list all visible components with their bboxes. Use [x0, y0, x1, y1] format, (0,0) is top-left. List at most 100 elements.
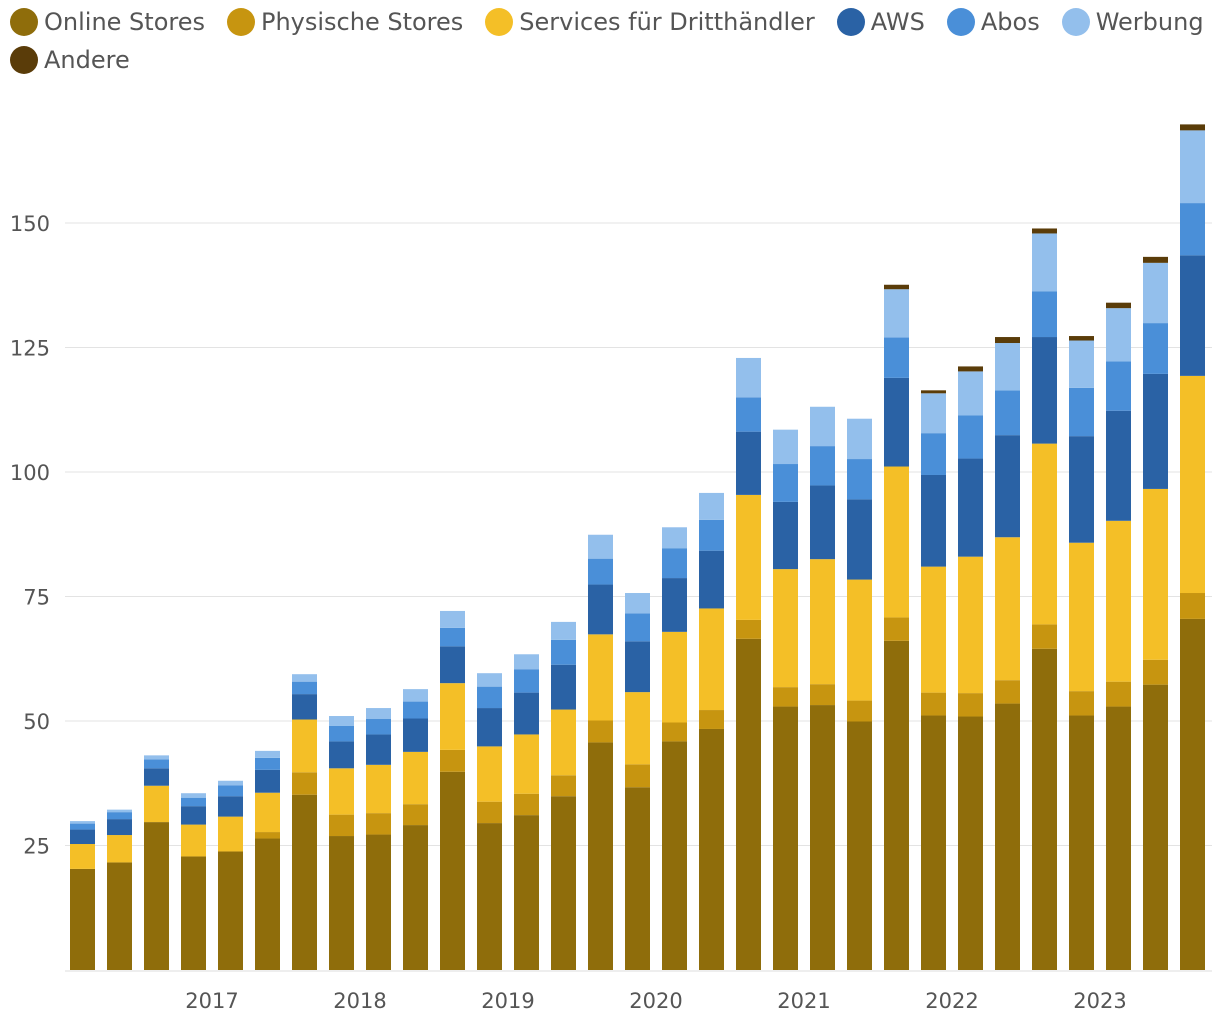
bar-segment-andere: [1106, 302, 1131, 309]
bar-stack: [625, 593, 650, 970]
bar-segment-services-fuer-dritth-ndler: [588, 634, 613, 721]
bar-segment-aws: [329, 741, 354, 769]
bar-stack: [773, 429, 798, 970]
bar-segment-aws: [1069, 436, 1094, 543]
x-tick-label: 2023: [1073, 989, 1126, 1013]
bar-segment-aws: [958, 458, 983, 557]
bar-segment-services-fuer-dritth-ndler: [662, 631, 687, 723]
legend-label: Physische Stores: [260, 8, 464, 36]
legend-label: Werbung: [1095, 8, 1204, 36]
bar-stack: [329, 716, 354, 970]
bar-segment-physische-stores: [366, 813, 391, 835]
bar-segment-online-stores: [477, 823, 502, 970]
bar-segment-aws: [995, 435, 1020, 538]
bar-segment-aws: [551, 664, 576, 710]
bar-segment-werbung: [736, 357, 761, 398]
bar-segment-services-fuer-dritth-ndler: [1069, 542, 1094, 692]
bar-segment-services-fuer-dritth-ndler: [403, 751, 428, 805]
legend-swatch: [10, 8, 38, 36]
bar-segment-services-fuer-dritth-ndler: [1032, 443, 1057, 625]
y-tick-label: 125: [10, 337, 50, 361]
bar-segment-werbung: [70, 821, 95, 824]
bar-stack: [810, 406, 835, 970]
bar-segment-aws: [144, 768, 169, 786]
bar-segment-abos: [921, 433, 946, 475]
y-tick-label: 75: [23, 586, 50, 610]
bar-segment-online-stores: [588, 742, 613, 970]
bar-segment-abos: [995, 390, 1020, 436]
bar-segment-online-stores: [366, 834, 391, 970]
y-tick-label: 100: [10, 461, 50, 485]
bar-segment-werbung: [810, 406, 835, 447]
bar-segment-abos: [255, 757, 280, 770]
bar-segment-online-stores: [1106, 706, 1131, 970]
bar-segment-online-stores: [921, 715, 946, 970]
bar-segment-abos: [699, 519, 724, 551]
bar-segment-andere: [1069, 336, 1094, 341]
legend-swatch: [946, 8, 975, 36]
bar-segment-physische-stores: [1180, 593, 1205, 619]
x-tick-label: 2022: [925, 989, 978, 1013]
bar-segment-abos: [884, 337, 909, 378]
bar-segment-werbung: [329, 716, 354, 726]
bar-segment-online-stores: [847, 721, 872, 970]
bar-segment-physische-stores: [884, 617, 909, 641]
bar-segment-aws: [1032, 337, 1057, 444]
bar-segment-aws: [70, 829, 95, 845]
bar-segment-services-fuer-dritth-ndler: [440, 683, 465, 750]
bar-segment-online-stores: [810, 705, 835, 970]
legend-label: Andere: [44, 46, 130, 74]
bar-segment-werbung: [773, 429, 798, 465]
bar-segment-abos: [588, 558, 613, 585]
bar-segment-werbung: [107, 809, 132, 813]
bar-segment-abos: [329, 725, 354, 742]
bar-segment-physische-stores: [921, 692, 946, 716]
bar-segment-physische-stores: [736, 619, 761, 639]
legend-label: Services für Dritthändler: [519, 8, 815, 36]
bar-stack: [995, 337, 1020, 970]
x-axis-labels: 2017 2018 2019 2020 2021 2022 2023: [185, 989, 1126, 1013]
bar-segment-online-stores: [440, 771, 465, 970]
bar-segment-andere: [1180, 124, 1205, 131]
bar-segment-services-fuer-dritth-ndler: [329, 768, 354, 815]
bar-segment-abos: [440, 627, 465, 647]
bar-segment-physische-stores: [403, 804, 428, 826]
bar-segment-online-stores: [1143, 684, 1168, 970]
legend-swatch: [485, 8, 514, 36]
bar-segment-werbung: [403, 689, 428, 702]
bar-segment-aws: [625, 641, 650, 693]
bar-segment-aws: [107, 819, 132, 836]
bar-segment-aws: [181, 806, 206, 825]
bar-stack: [736, 357, 761, 970]
bar-segment-werbung: [292, 674, 317, 682]
bar-stack: [1106, 302, 1131, 970]
bar-segment-abos: [1106, 361, 1131, 411]
legend-swatch: [10, 46, 38, 74]
bar-segment-online-stores: [736, 638, 761, 970]
bar-segment-abos: [514, 669, 539, 693]
bar-segment-abos: [662, 548, 687, 579]
bar-segment-werbung: [995, 343, 1020, 391]
bar-segment-werbung: [181, 793, 206, 798]
bar-segment-werbung: [1106, 308, 1131, 362]
legend-label: Abos: [980, 8, 1040, 36]
bar-segment-aws: [921, 474, 946, 567]
bar-segment-services-fuer-dritth-ndler: [736, 494, 761, 620]
bar-segment-abos: [144, 759, 169, 769]
bar-segment-aws: [218, 796, 243, 817]
bar-segment-werbung: [625, 593, 650, 614]
bar-segment-online-stores: [70, 868, 95, 970]
bar-segment-aws: [588, 584, 613, 635]
bar-segment-physische-stores: [255, 832, 280, 839]
bar-stack: [107, 809, 132, 970]
bar-segment-services-fuer-dritth-ndler: [1106, 520, 1131, 682]
bar-segment-abos: [292, 681, 317, 695]
bar-segment-werbung: [551, 621, 576, 640]
bar-segment-abos: [1032, 291, 1057, 338]
bar-segment-physische-stores: [477, 801, 502, 824]
bar-segment-abos: [1180, 203, 1205, 256]
bar-segment-aws: [736, 431, 761, 495]
bar-segment-physische-stores: [1106, 681, 1131, 707]
bar-segment-aws: [255, 769, 280, 793]
x-tick-label: 2020: [629, 989, 682, 1013]
